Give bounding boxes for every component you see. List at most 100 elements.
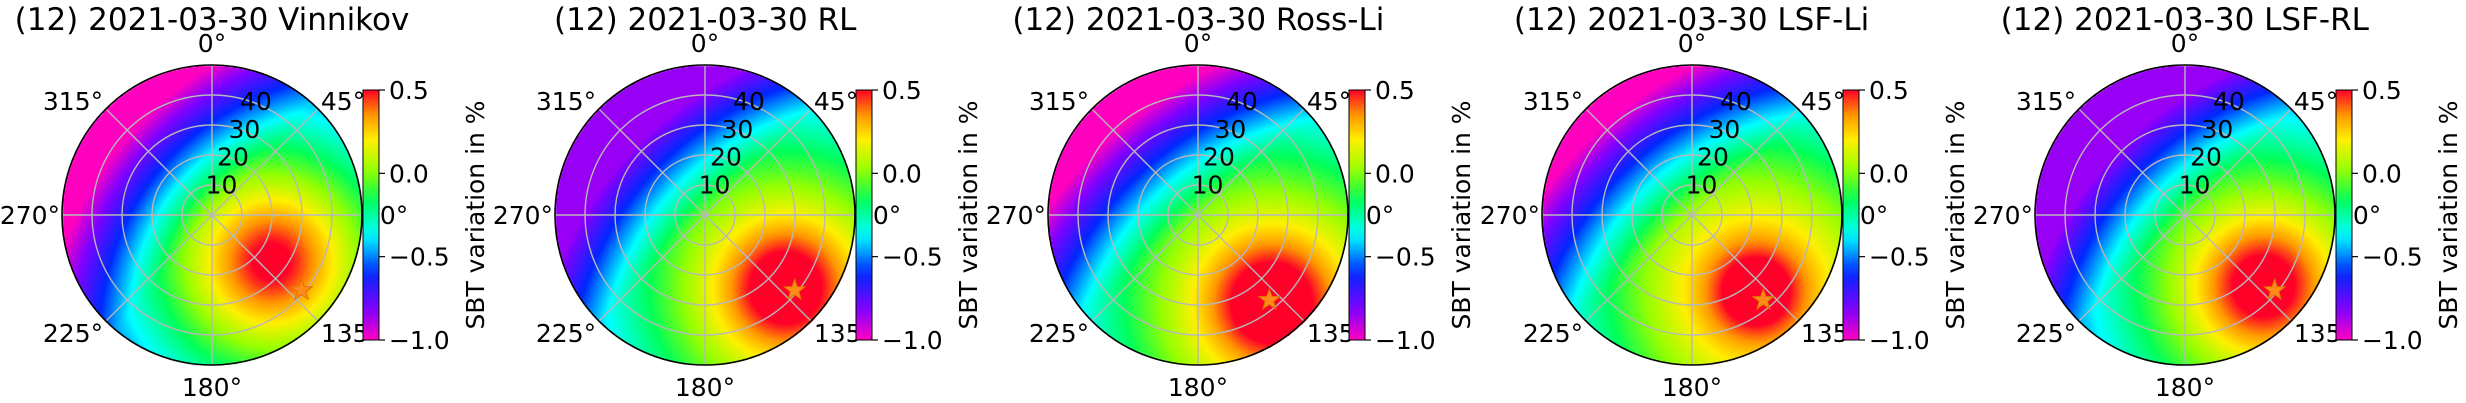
- radial-tick-label: 20: [1203, 143, 1235, 172]
- angle-tick-label: 225°: [536, 319, 596, 348]
- colorbar-label: SBT variation in %: [1447, 100, 1476, 329]
- colorbar-tick-label: 0.5: [2362, 76, 2402, 105]
- radial-tick-label: 10: [206, 170, 238, 199]
- angular-grid-line: [2184, 214, 2292, 322]
- radial-tick-label: 40: [2213, 87, 2245, 116]
- colorbar-tick-label: 0.0: [882, 159, 922, 188]
- panel-4: (12) 2021-03-30 LSF-Li 10 20 30 40 0° 45° 90° 13…: [1480, 0, 1973, 403]
- plot-border: [61, 64, 363, 366]
- radial-tick-label: 20: [2190, 143, 2222, 172]
- angle-tick-label: 0°: [691, 29, 719, 58]
- angle-tick-label: 315°: [43, 87, 103, 116]
- radial-tick-label: 40: [1720, 87, 1752, 116]
- panel-title: (12) 2021-03-30 RL: [554, 2, 857, 38]
- radial-tick-label: 10: [2178, 170, 2210, 199]
- radial-tick-label: 10: [1685, 170, 1717, 199]
- angle-tick-label: 45°: [2294, 87, 2338, 116]
- panel-3: (12) 2021-03-30 Ross-Li 10 20 30 40 0° 45° 90° 1…: [986, 0, 1479, 403]
- sun-star-marker: [2262, 277, 2287, 301]
- colorbar-tick-label: 0.0: [1869, 159, 1909, 188]
- sun-star-marker: [1257, 287, 1282, 311]
- sun-star-marker: [782, 277, 807, 301]
- colorbar-tick-label: −1.0: [1869, 326, 1930, 355]
- angular-grid-line: [598, 214, 706, 322]
- angle-tick-label: 0°: [1677, 29, 1705, 58]
- colorbar-tick-label: −1.0: [1375, 326, 1436, 355]
- angular-grid-line: [598, 108, 706, 216]
- angle-tick-label: 45°: [1800, 87, 1844, 116]
- plot-border: [1047, 64, 1350, 366]
- plot-border: [554, 64, 856, 366]
- angle-tick-label: 270°: [1973, 201, 2033, 230]
- angle-tick-label: 0°: [1184, 29, 1212, 58]
- panel-2: (12) 2021-03-30 RL 10 20 30 40 0° 45° 90° 135° 18…: [493, 0, 986, 403]
- angle-tick-label: 270°: [986, 201, 1046, 230]
- angle-tick-label: 180°: [1168, 373, 1228, 402]
- radial-tick-label: 30: [1215, 115, 1247, 144]
- angle-tick-label: 225°: [2016, 319, 2076, 348]
- angular-grid-line: [211, 214, 319, 322]
- angle-tick-label: 180°: [2155, 373, 2215, 402]
- radial-tick-label: 40: [1226, 87, 1258, 116]
- angle-tick-label: 225°: [1523, 319, 1583, 348]
- angular-grid-line: [1585, 108, 1693, 216]
- colorbar-tick-label: 0.0: [1375, 159, 1415, 188]
- colorbar-tick-label: 0.0: [389, 159, 429, 188]
- angle-tick-label: 315°: [1523, 87, 1583, 116]
- radial-tick-label: 10: [1192, 170, 1224, 199]
- angle-tick-label: 45°: [814, 87, 858, 116]
- radial-tick-label: 30: [229, 115, 261, 144]
- angle-tick-label: 180°: [1661, 373, 1721, 402]
- angular-grid-line: [105, 214, 213, 322]
- colorbar: [1348, 89, 1366, 341]
- colorbar-tick-label: −0.5: [2362, 243, 2423, 272]
- colorbar: [2335, 89, 2353, 341]
- colorbar-tick-label: 0.5: [882, 76, 922, 105]
- angular-grid-line: [704, 108, 812, 216]
- angle-tick-label: 315°: [2016, 87, 2076, 116]
- colorbar: [362, 89, 380, 341]
- angular-grid-line: [2184, 108, 2292, 216]
- colorbar-label: SBT variation in %: [2434, 100, 2463, 329]
- colorbar-tick-label: −0.5: [1375, 243, 1436, 272]
- radial-tick-label: 40: [733, 87, 765, 116]
- panel-title: (12) 2021-03-30 Vinnikov: [14, 2, 410, 38]
- plot-border: [2033, 64, 2336, 366]
- angular-grid-line: [1691, 108, 1799, 216]
- radial-tick-label: 10: [699, 170, 731, 199]
- colorbar-tick-label: −0.5: [389, 243, 450, 272]
- angle-tick-label: 225°: [43, 319, 103, 348]
- radial-tick-label: 30: [2201, 115, 2233, 144]
- radial-tick-label: 30: [1708, 115, 1740, 144]
- angular-grid-line: [1691, 214, 1799, 322]
- colorbar-label: SBT variation in %: [461, 100, 490, 329]
- radial-tick-label: 20: [710, 143, 742, 172]
- angle-tick-label: 270°: [1480, 201, 1540, 230]
- colorbar-label: SBT variation in %: [954, 100, 983, 329]
- colorbar: [855, 89, 873, 341]
- angle-tick-label: 315°: [536, 87, 596, 116]
- colorbar-tick-label: −1.0: [2362, 326, 2423, 355]
- colorbar-tick-label: 0.5: [1869, 76, 1909, 105]
- angular-grid-line: [211, 108, 319, 216]
- angular-grid-line: [1585, 214, 1693, 322]
- angle-tick-label: 315°: [1029, 87, 1089, 116]
- angular-grid-line: [1091, 214, 1199, 322]
- panel-1: (12) 2021-03-30 Vinnikov 10 20 30 40 0° 45° 90°…: [0, 0, 493, 403]
- radial-tick-label: 20: [1697, 143, 1729, 172]
- colorbar-tick-label: 0.5: [1375, 76, 1415, 105]
- sun-star-marker: [1751, 287, 1775, 311]
- colorbar-tick-label: −1.0: [389, 326, 450, 355]
- angular-grid-line: [1091, 108, 1199, 216]
- angle-tick-label: 180°: [675, 373, 735, 402]
- angle-tick-label: 270°: [493, 201, 553, 230]
- radial-tick-label: 40: [240, 87, 272, 116]
- colorbar-tick-label: −0.5: [1869, 243, 1930, 272]
- sun-star-marker: [289, 277, 314, 301]
- colorbar-tick-label: −0.5: [882, 243, 943, 272]
- angle-tick-label: 0°: [2171, 29, 2199, 58]
